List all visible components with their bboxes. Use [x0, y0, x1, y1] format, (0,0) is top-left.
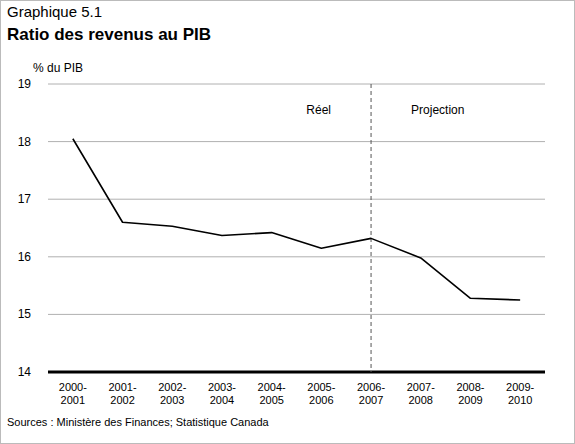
- x-tick-label-part: 2006-: [357, 381, 385, 393]
- x-tick-label-part: 2002-: [158, 381, 186, 393]
- x-tick-label: 2004-2005: [258, 381, 286, 406]
- title: Graphique 5.1: [7, 3, 102, 20]
- y-label: % du PIB: [33, 61, 83, 75]
- x-tick-label: 2001-2002: [108, 381, 136, 406]
- grid-line: [48, 84, 545, 85]
- x-tick-label-part: 2008-: [456, 381, 484, 393]
- source: Sources : Ministère des Finances; Statis…: [7, 416, 270, 428]
- y-tick-label: 14: [18, 365, 32, 379]
- frame: [1, 1, 575, 444]
- x-tick-label: 2007-2008: [407, 381, 435, 406]
- line: [73, 139, 520, 300]
- grid-line: [48, 314, 545, 315]
- y-tick-label: 17: [18, 192, 32, 206]
- y-tick-label: 18: [18, 135, 32, 149]
- grid-line: [48, 141, 545, 142]
- x-tick-label-part: 2003-: [208, 381, 236, 393]
- x-tick-label: 2003-2004: [208, 381, 236, 406]
- x-tick-label-part: 2010: [508, 394, 532, 406]
- annotation: Projection: [411, 103, 464, 117]
- y-tick-label: 16: [18, 250, 32, 264]
- annotation: Réel: [306, 103, 331, 117]
- grid-line: [48, 199, 545, 200]
- x-tick-label-part: 2002: [110, 394, 134, 406]
- y-tick-label: 15: [18, 307, 32, 321]
- divider: [371, 84, 372, 372]
- x-tick-label-part: 2009-: [506, 381, 534, 393]
- x-tick-label: 2005-2006: [307, 381, 335, 406]
- plot-area: [73, 139, 520, 300]
- y-tick-label: 19: [18, 77, 32, 91]
- subtitle: Ratio des revenus au PIB: [7, 25, 211, 44]
- x-tick-label-part: 2004-: [258, 381, 286, 393]
- x-tick-label: 2000-2001: [59, 381, 87, 406]
- x-tick-label-part: 2006: [309, 394, 333, 406]
- x-tick-label-part: 2003: [160, 394, 184, 406]
- x-axis-line: [48, 371, 545, 374]
- x-tick-label-part: 2009: [458, 394, 482, 406]
- x-tick-label-part: 2001-: [108, 381, 136, 393]
- chart: Graphique 5.1 Ratio des revenus au PIB % d…: [0, 0, 575, 444]
- x-tick-label-part: 2007: [359, 394, 383, 406]
- x-tick-label-part: 2007-: [407, 381, 435, 393]
- x-tick-label: 2008-2009: [456, 381, 484, 406]
- x-tick-label-part: 2000-: [59, 381, 87, 393]
- x-tick-label: 2002-2003: [158, 381, 186, 406]
- x-tick-label-part: 2005: [259, 394, 283, 406]
- x-tick-label: 2009-2010: [506, 381, 534, 406]
- x-tick-label-part: 2004: [210, 394, 234, 406]
- grid-line: [48, 256, 545, 257]
- x-tick-label-part: 2005-: [307, 381, 335, 393]
- x-tick-label-part: 2001: [61, 394, 85, 406]
- x-tick-label-part: 2008: [409, 394, 433, 406]
- x-tick-label: 2006-2007: [357, 381, 385, 406]
